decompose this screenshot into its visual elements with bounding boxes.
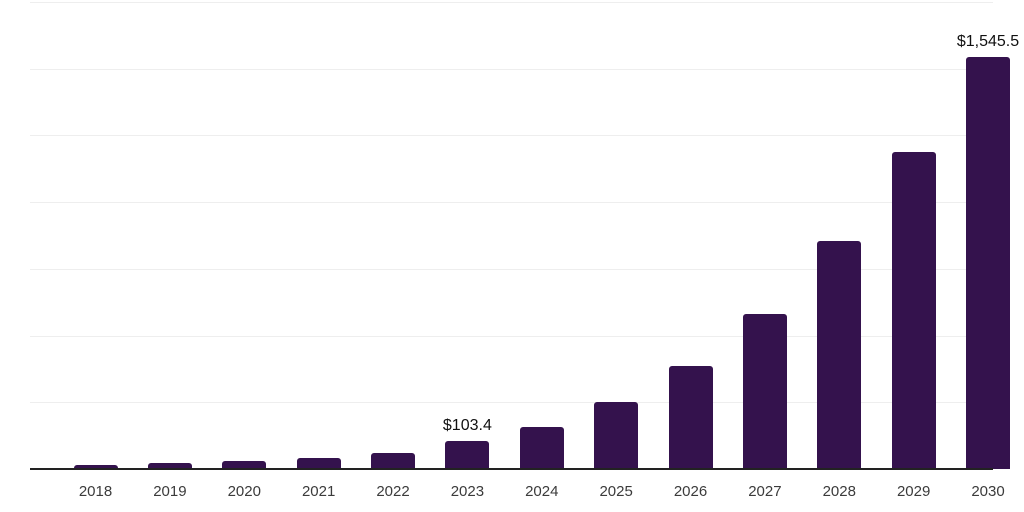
gridline-750 [30, 268, 993, 270]
bar-2018 [73, 465, 118, 469]
x-tick-2026: 2026 [673, 483, 708, 500]
bar-2024 [519, 426, 564, 469]
x-tick-2022: 2022 [376, 483, 410, 500]
bar-2019 [147, 463, 192, 469]
x-tick-2029: 2029 [896, 483, 931, 500]
bar-2030 [966, 56, 1010, 469]
x-tick-2020: 2020 [227, 483, 261, 500]
gridline-1250 [30, 135, 993, 137]
gridline-1000 [30, 202, 993, 204]
bar-2022 [371, 453, 415, 469]
bar-2020 [222, 460, 267, 469]
x-tick-2018: 2018 [78, 483, 113, 500]
x-tick-2019: 2019 [153, 483, 187, 500]
bar-2026 [668, 365, 713, 469]
x-tick-2028: 2028 [822, 483, 856, 500]
bar-2021 [296, 458, 341, 469]
x-axis-labels: 2018 2019 2020 2021 2022 2023 2024 2025 2026 2027… [30, 483, 1005, 505]
x-tick-2025: 2025 [599, 483, 633, 500]
x-tick-2021: 2021 [301, 483, 336, 500]
bar-2028 [817, 241, 862, 469]
x-tick-2027: 2027 [748, 483, 782, 500]
x-axis-line [30, 468, 993, 470]
bar-2023 [445, 441, 490, 469]
gridline-1750 [30, 2, 993, 3]
gridline-500 [30, 335, 993, 337]
x-tick-2023: 2023 [450, 483, 485, 500]
bar-2027 [742, 314, 787, 469]
bar-value-label-2030: $1,545.5 [956, 32, 1020, 50]
bar-value-label-2023: $103.4 [442, 417, 492, 435]
bar-2029 [891, 151, 936, 469]
gridline-1500 [30, 68, 993, 70]
gridline-250 [30, 402, 993, 404]
plot-area: $103.4 $1,545.5 [30, 0, 1019, 469]
bar-2025 [594, 402, 639, 469]
x-tick-2024: 2024 [525, 483, 559, 500]
x-tick-2030: 2030 [971, 483, 1005, 500]
